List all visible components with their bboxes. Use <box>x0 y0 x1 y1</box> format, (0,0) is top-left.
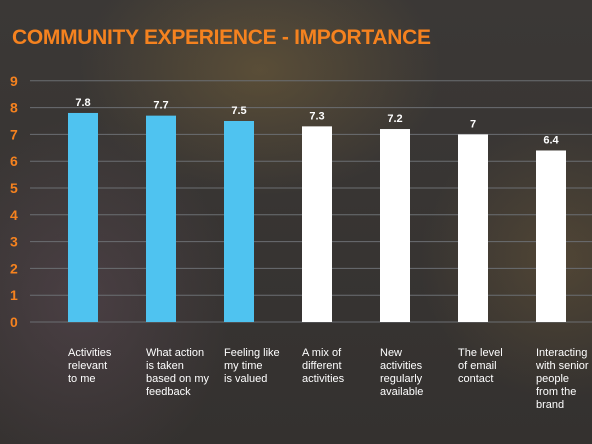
bar <box>302 126 332 322</box>
category-label: A mix of different activities <box>302 347 345 385</box>
y-tick-label: 0 <box>10 314 18 330</box>
y-tick-label: 5 <box>10 180 18 196</box>
value-label: 7 <box>470 118 476 130</box>
category-label: Feeling like my time is valued <box>224 347 280 385</box>
value-label: 7.3 <box>309 110 324 122</box>
bar <box>380 129 410 322</box>
y-tick-label: 3 <box>10 234 18 250</box>
value-label: 6.4 <box>543 134 559 146</box>
category-label: Interacting with senior people from the … <box>536 347 589 411</box>
bar <box>146 115 176 322</box>
y-tick-label: 7 <box>10 126 18 142</box>
value-label: 7.5 <box>231 105 246 117</box>
category-label: The level of email contact <box>458 347 503 385</box>
category-label: What action is taken based on my feedbac… <box>146 347 209 398</box>
bar <box>536 150 566 322</box>
bar <box>68 112 98 323</box>
y-tick-label: 9 <box>10 73 18 89</box>
bar <box>458 134 488 322</box>
value-label: 7.2 <box>387 113 402 125</box>
category-label: Activities relevant to me <box>68 347 112 385</box>
y-tick-label: 4 <box>10 207 18 223</box>
category-label: New activities regularly available <box>380 347 424 398</box>
y-tick-label: 2 <box>10 260 18 276</box>
y-tick-label: 6 <box>10 153 18 169</box>
value-label: 7.8 <box>75 97 90 109</box>
chart-title: COMMUNITY EXPERIENCE - IMPORTANCE <box>12 26 431 49</box>
value-label: 7.7 <box>153 100 168 112</box>
y-tick-label: 8 <box>10 100 18 116</box>
bar <box>224 121 254 322</box>
y-tick-label: 1 <box>10 287 18 303</box>
